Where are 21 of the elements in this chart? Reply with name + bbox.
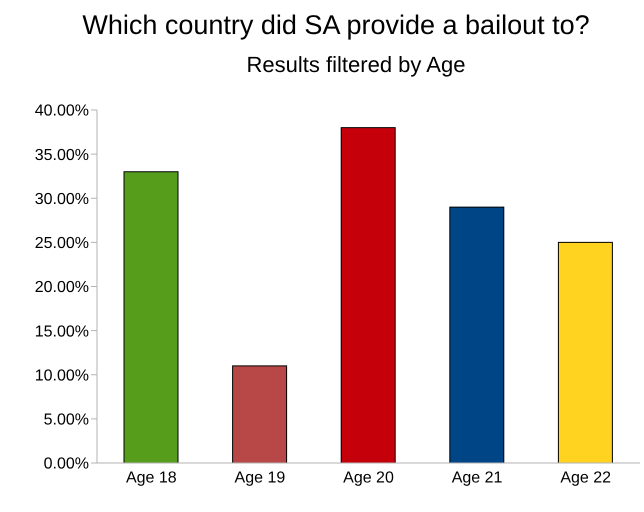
chart-subtitle: Results filtered by Age <box>246 51 466 79</box>
x-tick-label: Age 19 <box>234 469 286 486</box>
y-tick-label: 0.00% <box>44 456 89 473</box>
bar <box>558 242 613 463</box>
y-tick-label: 25.00% <box>34 235 89 252</box>
y-tick-label: 35.00% <box>34 146 89 164</box>
y-tick-label: 15.00% <box>34 323 89 340</box>
bar <box>232 365 288 463</box>
y-tick-label: 5.00% <box>44 412 89 429</box>
bar <box>449 206 504 463</box>
x-tick-label: Age 20 <box>343 469 394 486</box>
y-tick-label: 40.00% <box>34 102 89 120</box>
bar <box>124 171 178 463</box>
x-tick-label: Age 22 <box>560 469 612 486</box>
x-tick-label: Age 21 <box>452 469 503 486</box>
y-tick-label: 20.00% <box>34 279 89 296</box>
chart-title: Which country did SA provide a bailout to? <box>81 9 591 42</box>
y-tick-label: 10.00% <box>34 367 89 384</box>
x-tick-label: Age 18 <box>126 469 177 486</box>
y-tick-label: 30.00% <box>34 190 89 208</box>
bar <box>340 127 396 463</box>
